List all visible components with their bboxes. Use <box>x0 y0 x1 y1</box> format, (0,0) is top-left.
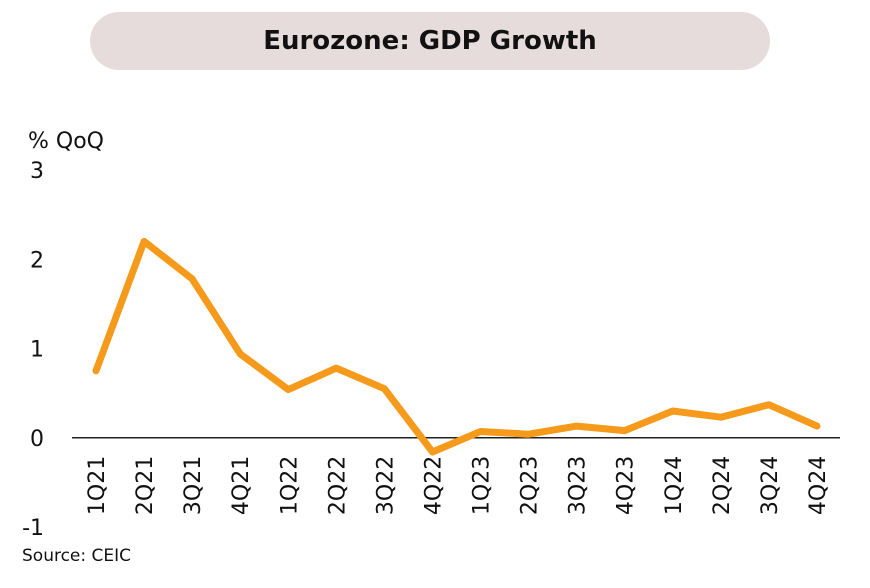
x-tick-label: 4Q22 <box>421 456 446 515</box>
x-tick-label: 1Q22 <box>277 456 302 515</box>
y-axis-label: % QoQ <box>28 129 104 154</box>
x-tick-label: 4Q23 <box>614 456 639 515</box>
source-note: Source: CEIC <box>22 546 132 566</box>
x-tick-label: 3Q23 <box>566 456 591 515</box>
x-tick-label: 1Q21 <box>85 456 110 515</box>
x-tick-label: 1Q23 <box>470 456 495 515</box>
x-tick-label: 3Q21 <box>181 456 206 515</box>
x-tick-label: 2Q21 <box>133 456 158 515</box>
x-tick-label: 2Q22 <box>325 456 350 515</box>
x-tick-label: 2Q24 <box>710 456 735 515</box>
chart-title: Eurozone: GDP Growth <box>263 26 597 56</box>
x-tick-labels: 1Q21 2Q21 3Q21 4Q21 1Q22 2Q22 3Q22 4Q22 1Q23 2Q23… <box>85 456 831 515</box>
y-tick-label: 2 <box>30 248 44 273</box>
y-tick-label: -1 <box>22 516 44 541</box>
x-tick-label: 4Q24 <box>806 456 831 515</box>
y-tick-labels: 3 2 1 0 -1 <box>22 159 44 541</box>
x-tick-label: 4Q21 <box>229 456 254 515</box>
y-tick-label: 0 <box>30 427 44 452</box>
x-tick-label: 1Q24 <box>662 456 687 515</box>
x-tick-label: 3Q24 <box>758 456 783 515</box>
x-tick-label: 3Q22 <box>373 456 398 515</box>
x-tick-label: 2Q23 <box>518 456 543 515</box>
chart-title-banner: Eurozone: GDP Growth <box>90 12 770 70</box>
y-tick-label: 1 <box>30 338 44 363</box>
y-tick-label: 3 <box>30 159 44 184</box>
series-line <box>92 237 821 456</box>
